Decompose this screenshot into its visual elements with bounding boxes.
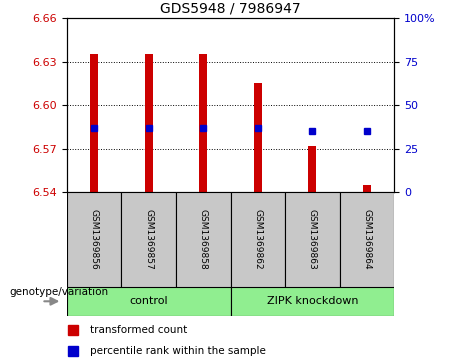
- Text: GSM1369857: GSM1369857: [144, 209, 153, 270]
- Text: genotype/variation: genotype/variation: [9, 287, 108, 297]
- FancyBboxPatch shape: [176, 192, 230, 287]
- Text: transformed count: transformed count: [90, 325, 187, 335]
- Bar: [199, 54, 207, 192]
- Text: GSM1369863: GSM1369863: [308, 209, 317, 270]
- Bar: [254, 83, 262, 192]
- FancyBboxPatch shape: [67, 287, 230, 316]
- Text: ZIPK knockdown: ZIPK knockdown: [266, 296, 358, 306]
- Text: GSM1369858: GSM1369858: [199, 209, 208, 270]
- Text: percentile rank within the sample: percentile rank within the sample: [90, 346, 266, 356]
- FancyBboxPatch shape: [67, 192, 121, 287]
- FancyBboxPatch shape: [285, 192, 340, 287]
- Bar: [145, 54, 153, 192]
- Text: GSM1369856: GSM1369856: [89, 209, 99, 270]
- Title: GDS5948 / 7986947: GDS5948 / 7986947: [160, 1, 301, 16]
- Text: GSM1369864: GSM1369864: [362, 209, 372, 270]
- FancyBboxPatch shape: [230, 192, 285, 287]
- Text: control: control: [130, 296, 168, 306]
- FancyBboxPatch shape: [340, 192, 394, 287]
- Bar: [90, 54, 98, 192]
- FancyBboxPatch shape: [121, 192, 176, 287]
- Text: GSM1369862: GSM1369862: [253, 209, 262, 270]
- FancyBboxPatch shape: [230, 287, 394, 316]
- Bar: [308, 146, 316, 192]
- Bar: [363, 185, 371, 192]
